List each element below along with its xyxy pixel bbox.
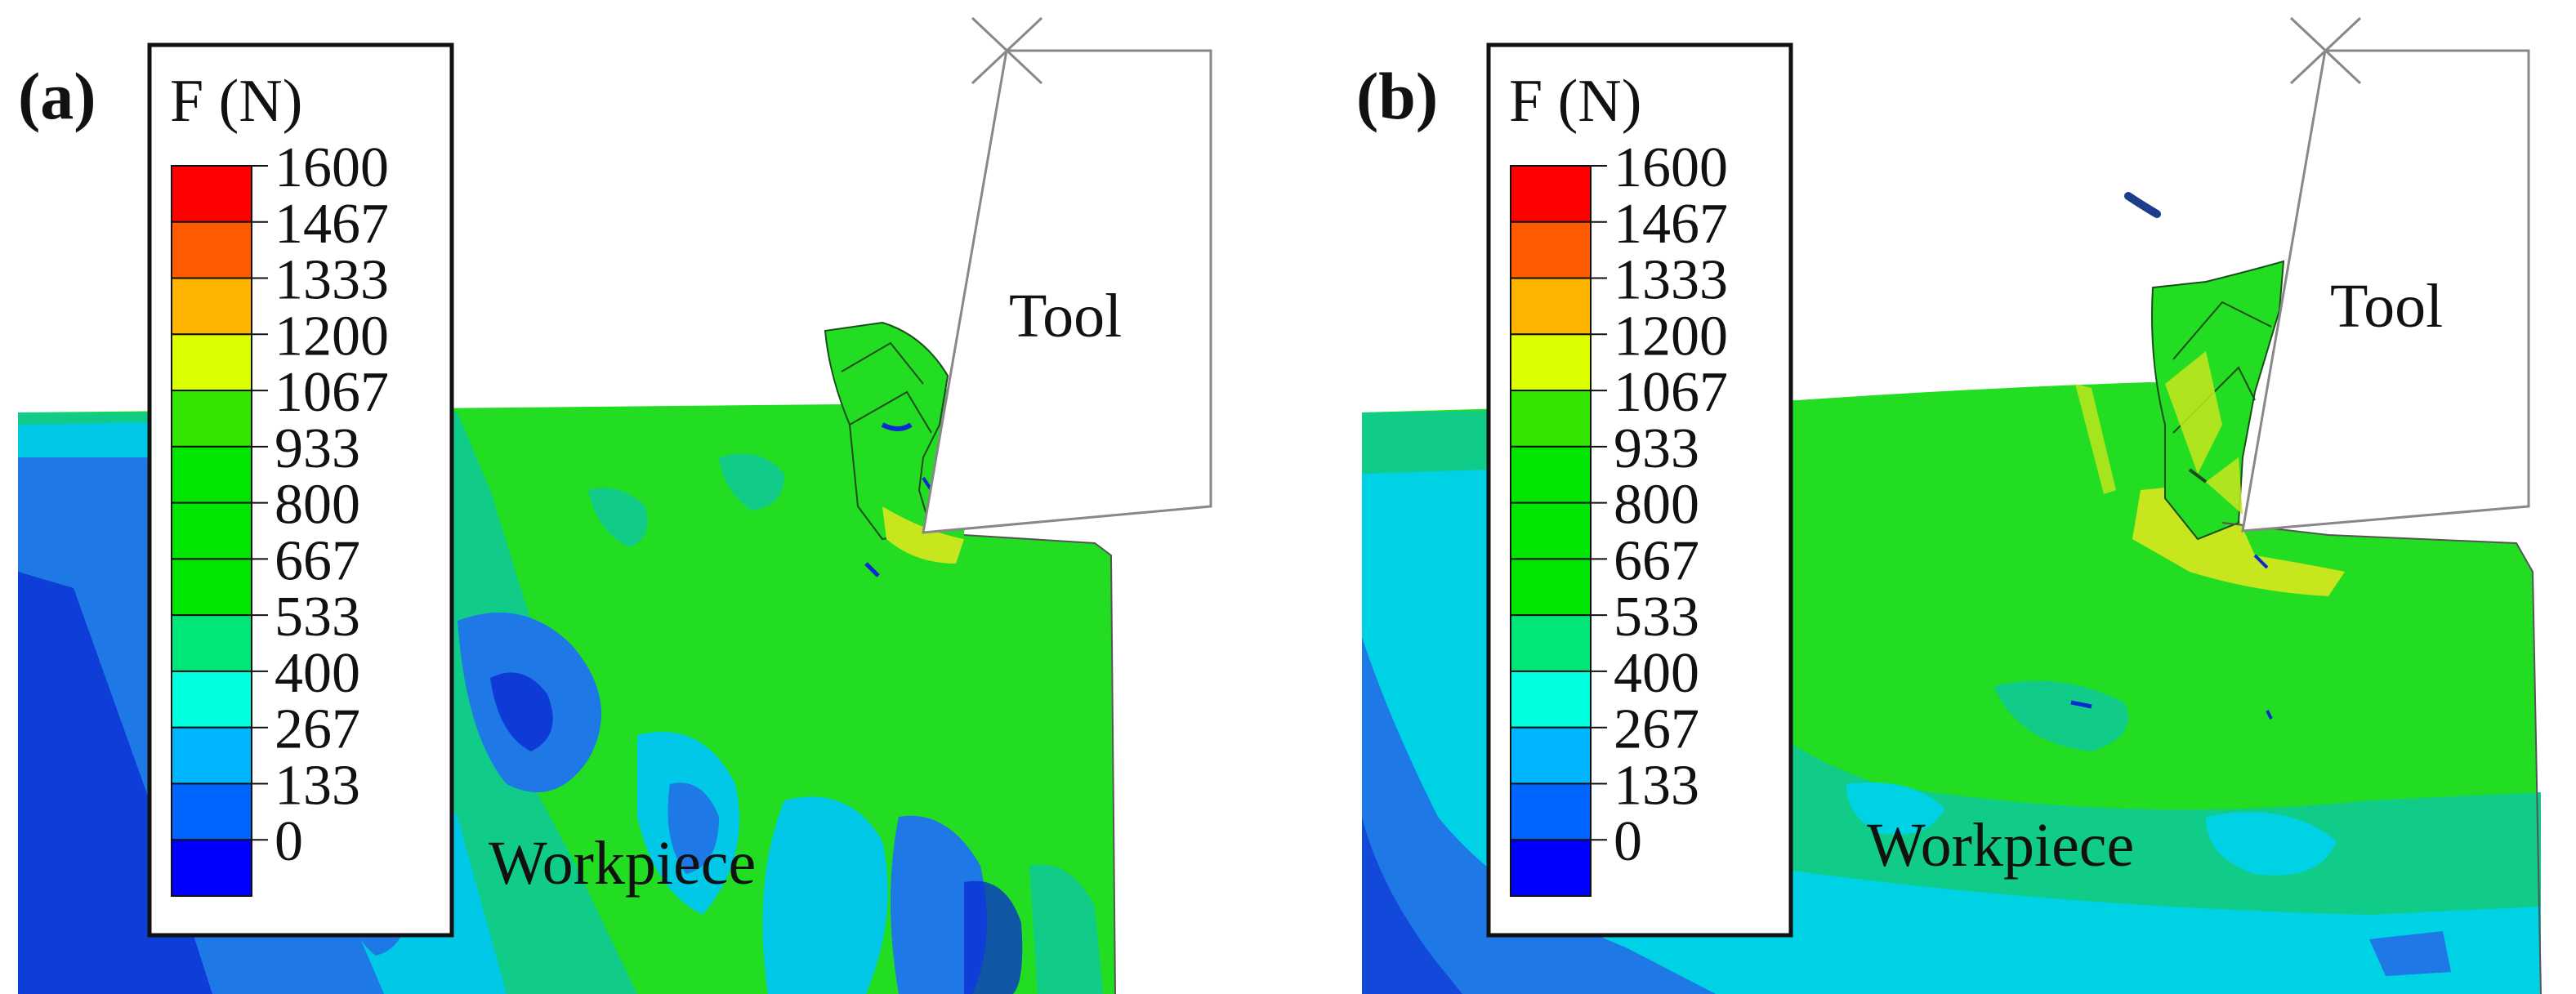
legend-a-band-3 — [171, 333, 252, 392]
legend-b-tick-label-4: 1067 — [1614, 361, 1728, 424]
legend-b: F (N) 1600146713331200106793380066753340… — [1486, 42, 1793, 938]
legend-b-tick-label-0: 1600 — [1614, 136, 1728, 199]
panel-a: Tool Workpiece (a) F (N) 160014671333120… — [18, 16, 1212, 994]
legend-a-band-8 — [171, 614, 252, 672]
legend-a-tick-label-2: 1333 — [275, 249, 389, 312]
legend-b-tick-label-12: 0 — [1614, 810, 1642, 873]
legend-a-tick-label-4: 1067 — [275, 361, 389, 424]
legend-b-band-10 — [1510, 726, 1592, 785]
legend-b-band-2 — [1510, 277, 1592, 336]
legend-a-band-12 — [171, 839, 252, 897]
legend-b-band-1 — [1510, 221, 1592, 279]
legend-a: F (N) 1600146713331200106793380066753340… — [147, 42, 454, 938]
legend-b-band-11 — [1510, 782, 1592, 841]
legend-a-band-0 — [171, 165, 252, 223]
legend-a-color-bar — [171, 165, 252, 897]
legend-b-band-0 — [1510, 165, 1592, 223]
legend-a-band-1 — [171, 221, 252, 279]
legend-b-band-4 — [1510, 390, 1592, 448]
legend-a-band-7 — [171, 558, 252, 617]
legend-a-tick-label-8: 533 — [275, 586, 360, 649]
legend-b-band-3 — [1510, 333, 1592, 392]
legend-a-band-10 — [171, 726, 252, 785]
legend-b-tick-label-3: 1200 — [1614, 305, 1728, 368]
legend-a-tick-label-1: 1467 — [275, 193, 389, 256]
legend-b-tick-label-11: 133 — [1614, 754, 1699, 817]
legend-b-band-8 — [1510, 614, 1592, 672]
legend-b-band-6 — [1510, 501, 1592, 560]
legend-b-band-9 — [1510, 670, 1592, 729]
legend-a-band-9 — [171, 670, 252, 729]
tool-b: Tool — [2241, 16, 2530, 533]
legend-b-tick-label-2: 1333 — [1614, 249, 1728, 312]
workpiece-b-label: Workpiece — [1867, 811, 2134, 880]
legend-b-tick-label-10: 267 — [1614, 698, 1699, 761]
legend-a-tick-label-5: 933 — [275, 417, 360, 480]
legend-b-tick-label-6: 800 — [1614, 474, 1699, 537]
tool-a: Tool — [922, 16, 1212, 534]
legend-a-tick-label-12: 0 — [275, 810, 303, 873]
legend-a-band-4 — [171, 390, 252, 448]
legend-b-tick-label-5: 933 — [1614, 417, 1699, 480]
legend-a-band-2 — [171, 277, 252, 336]
legend-b-tick-label-8: 533 — [1614, 586, 1699, 649]
tool-b-label: Tool — [2330, 272, 2443, 341]
legend-a-band-5 — [171, 445, 252, 504]
legend-a-tick-labels: 1600146713331200106793380066753340026713… — [252, 136, 389, 873]
legend-b-tick-label-7: 667 — [1614, 529, 1699, 592]
legend-a-band-6 — [171, 501, 252, 560]
legend-b-color-bar — [1510, 165, 1592, 897]
workpiece-a-label: Workpiece — [489, 829, 756, 898]
legend-a-tick-label-3: 1200 — [275, 305, 389, 368]
panel-b-label: (b) — [1356, 59, 1438, 133]
tool-b-reference-cross-icon — [2289, 16, 2362, 85]
panel-a-label: (a) — [18, 59, 96, 133]
tool-a-reference-cross-icon — [971, 16, 1043, 85]
tool-a-label: Tool — [1009, 282, 1122, 350]
legend-b-title: F (N) — [1509, 68, 1641, 135]
legend-b-tick-labels: 1600146713331200106793380066753340026713… — [1591, 136, 1728, 873]
legend-b-band-7 — [1510, 558, 1592, 617]
legend-b-band-12 — [1510, 839, 1592, 897]
legend-a-tick-label-6: 800 — [275, 474, 360, 537]
legend-a-band-11 — [171, 782, 252, 841]
legend-b-tick-label-1: 1467 — [1614, 193, 1728, 256]
legend-a-tick-label-10: 267 — [275, 698, 360, 761]
legend-a-tick-label-7: 667 — [275, 529, 360, 592]
legend-a-tick-label-0: 1600 — [275, 136, 389, 199]
legend-a-tick-label-11: 133 — [275, 754, 360, 817]
legend-a-tick-label-9: 400 — [275, 642, 360, 705]
panel-b: Tool Workpiece (b) F (N) 160014671333120… — [1356, 16, 2542, 994]
legend-b-band-5 — [1510, 445, 1592, 504]
legend-a-title: F (N) — [170, 68, 302, 135]
legend-b-tick-label-9: 400 — [1614, 642, 1699, 705]
